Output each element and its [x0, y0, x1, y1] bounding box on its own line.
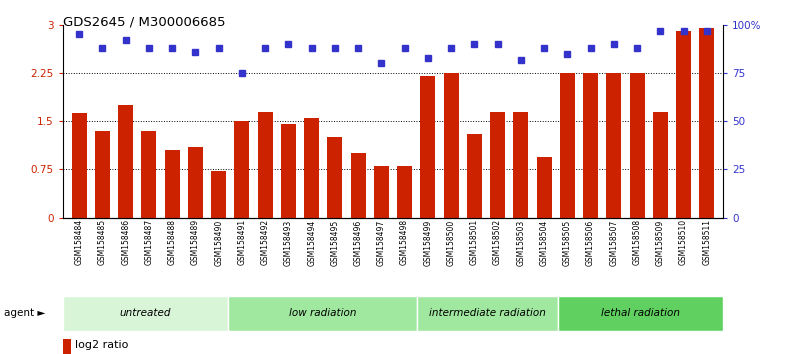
- Bar: [164, 150, 180, 218]
- Text: GSM158493: GSM158493: [284, 219, 293, 266]
- Text: GDS2645 / M300006685: GDS2645 / M300006685: [63, 16, 226, 29]
- Text: GSM158488: GSM158488: [167, 219, 177, 265]
- Text: GSM158510: GSM158510: [679, 219, 688, 266]
- Bar: [417, 296, 558, 331]
- Text: GSM158505: GSM158505: [563, 219, 572, 266]
- Text: GSM158492: GSM158492: [261, 219, 270, 266]
- Bar: [653, 112, 668, 218]
- Text: GSM158491: GSM158491: [237, 219, 246, 266]
- Bar: [304, 118, 319, 218]
- Text: GSM158503: GSM158503: [516, 219, 525, 266]
- Bar: [351, 153, 365, 218]
- Text: intermediate radiation: intermediate radiation: [429, 308, 545, 318]
- Text: GSM158495: GSM158495: [330, 219, 340, 266]
- Bar: [676, 31, 691, 218]
- Bar: [560, 73, 575, 218]
- Text: low radiation: low radiation: [288, 308, 356, 318]
- Bar: [421, 76, 435, 218]
- Bar: [700, 28, 714, 218]
- Text: GSM158487: GSM158487: [145, 219, 153, 266]
- Text: GSM158500: GSM158500: [446, 219, 456, 266]
- Bar: [467, 134, 482, 218]
- Bar: [228, 296, 417, 331]
- Bar: [188, 147, 203, 218]
- Bar: [95, 131, 110, 218]
- Bar: [258, 112, 273, 218]
- Text: GSM158511: GSM158511: [703, 219, 711, 265]
- Bar: [211, 171, 226, 218]
- Text: lethal radiation: lethal radiation: [601, 308, 680, 318]
- Bar: [141, 131, 156, 218]
- Text: untreated: untreated: [119, 308, 171, 318]
- Bar: [234, 121, 249, 218]
- Bar: [490, 112, 505, 218]
- Text: GSM158498: GSM158498: [400, 219, 410, 266]
- Text: GSM158504: GSM158504: [540, 219, 549, 266]
- Text: GSM158507: GSM158507: [609, 219, 619, 266]
- Bar: [374, 166, 389, 218]
- Bar: [397, 166, 412, 218]
- Bar: [558, 296, 723, 331]
- Bar: [63, 339, 71, 354]
- Text: GSM158502: GSM158502: [493, 219, 502, 266]
- Text: GSM158486: GSM158486: [121, 219, 130, 266]
- Bar: [583, 73, 598, 218]
- Text: GSM158499: GSM158499: [424, 219, 432, 266]
- Bar: [606, 73, 622, 218]
- Text: GSM158506: GSM158506: [586, 219, 595, 266]
- Bar: [537, 156, 552, 218]
- Text: GSM158501: GSM158501: [470, 219, 479, 266]
- Text: log2 ratio: log2 ratio: [75, 340, 128, 350]
- Text: GSM158484: GSM158484: [75, 219, 83, 266]
- Text: GSM158489: GSM158489: [191, 219, 200, 266]
- Bar: [630, 73, 645, 218]
- Bar: [63, 296, 228, 331]
- Text: GSM158494: GSM158494: [307, 219, 316, 266]
- Bar: [72, 113, 86, 218]
- Bar: [443, 73, 459, 218]
- Bar: [327, 137, 343, 218]
- Text: agent ►: agent ►: [4, 308, 46, 318]
- Text: GSM158497: GSM158497: [376, 219, 386, 266]
- Text: GSM158496: GSM158496: [354, 219, 362, 266]
- Bar: [513, 112, 528, 218]
- Text: GSM158508: GSM158508: [633, 219, 641, 266]
- Text: GSM158485: GSM158485: [98, 219, 107, 266]
- Bar: [118, 105, 133, 218]
- Text: GSM158509: GSM158509: [656, 219, 665, 266]
- Text: GSM158490: GSM158490: [214, 219, 223, 266]
- Bar: [281, 125, 296, 218]
